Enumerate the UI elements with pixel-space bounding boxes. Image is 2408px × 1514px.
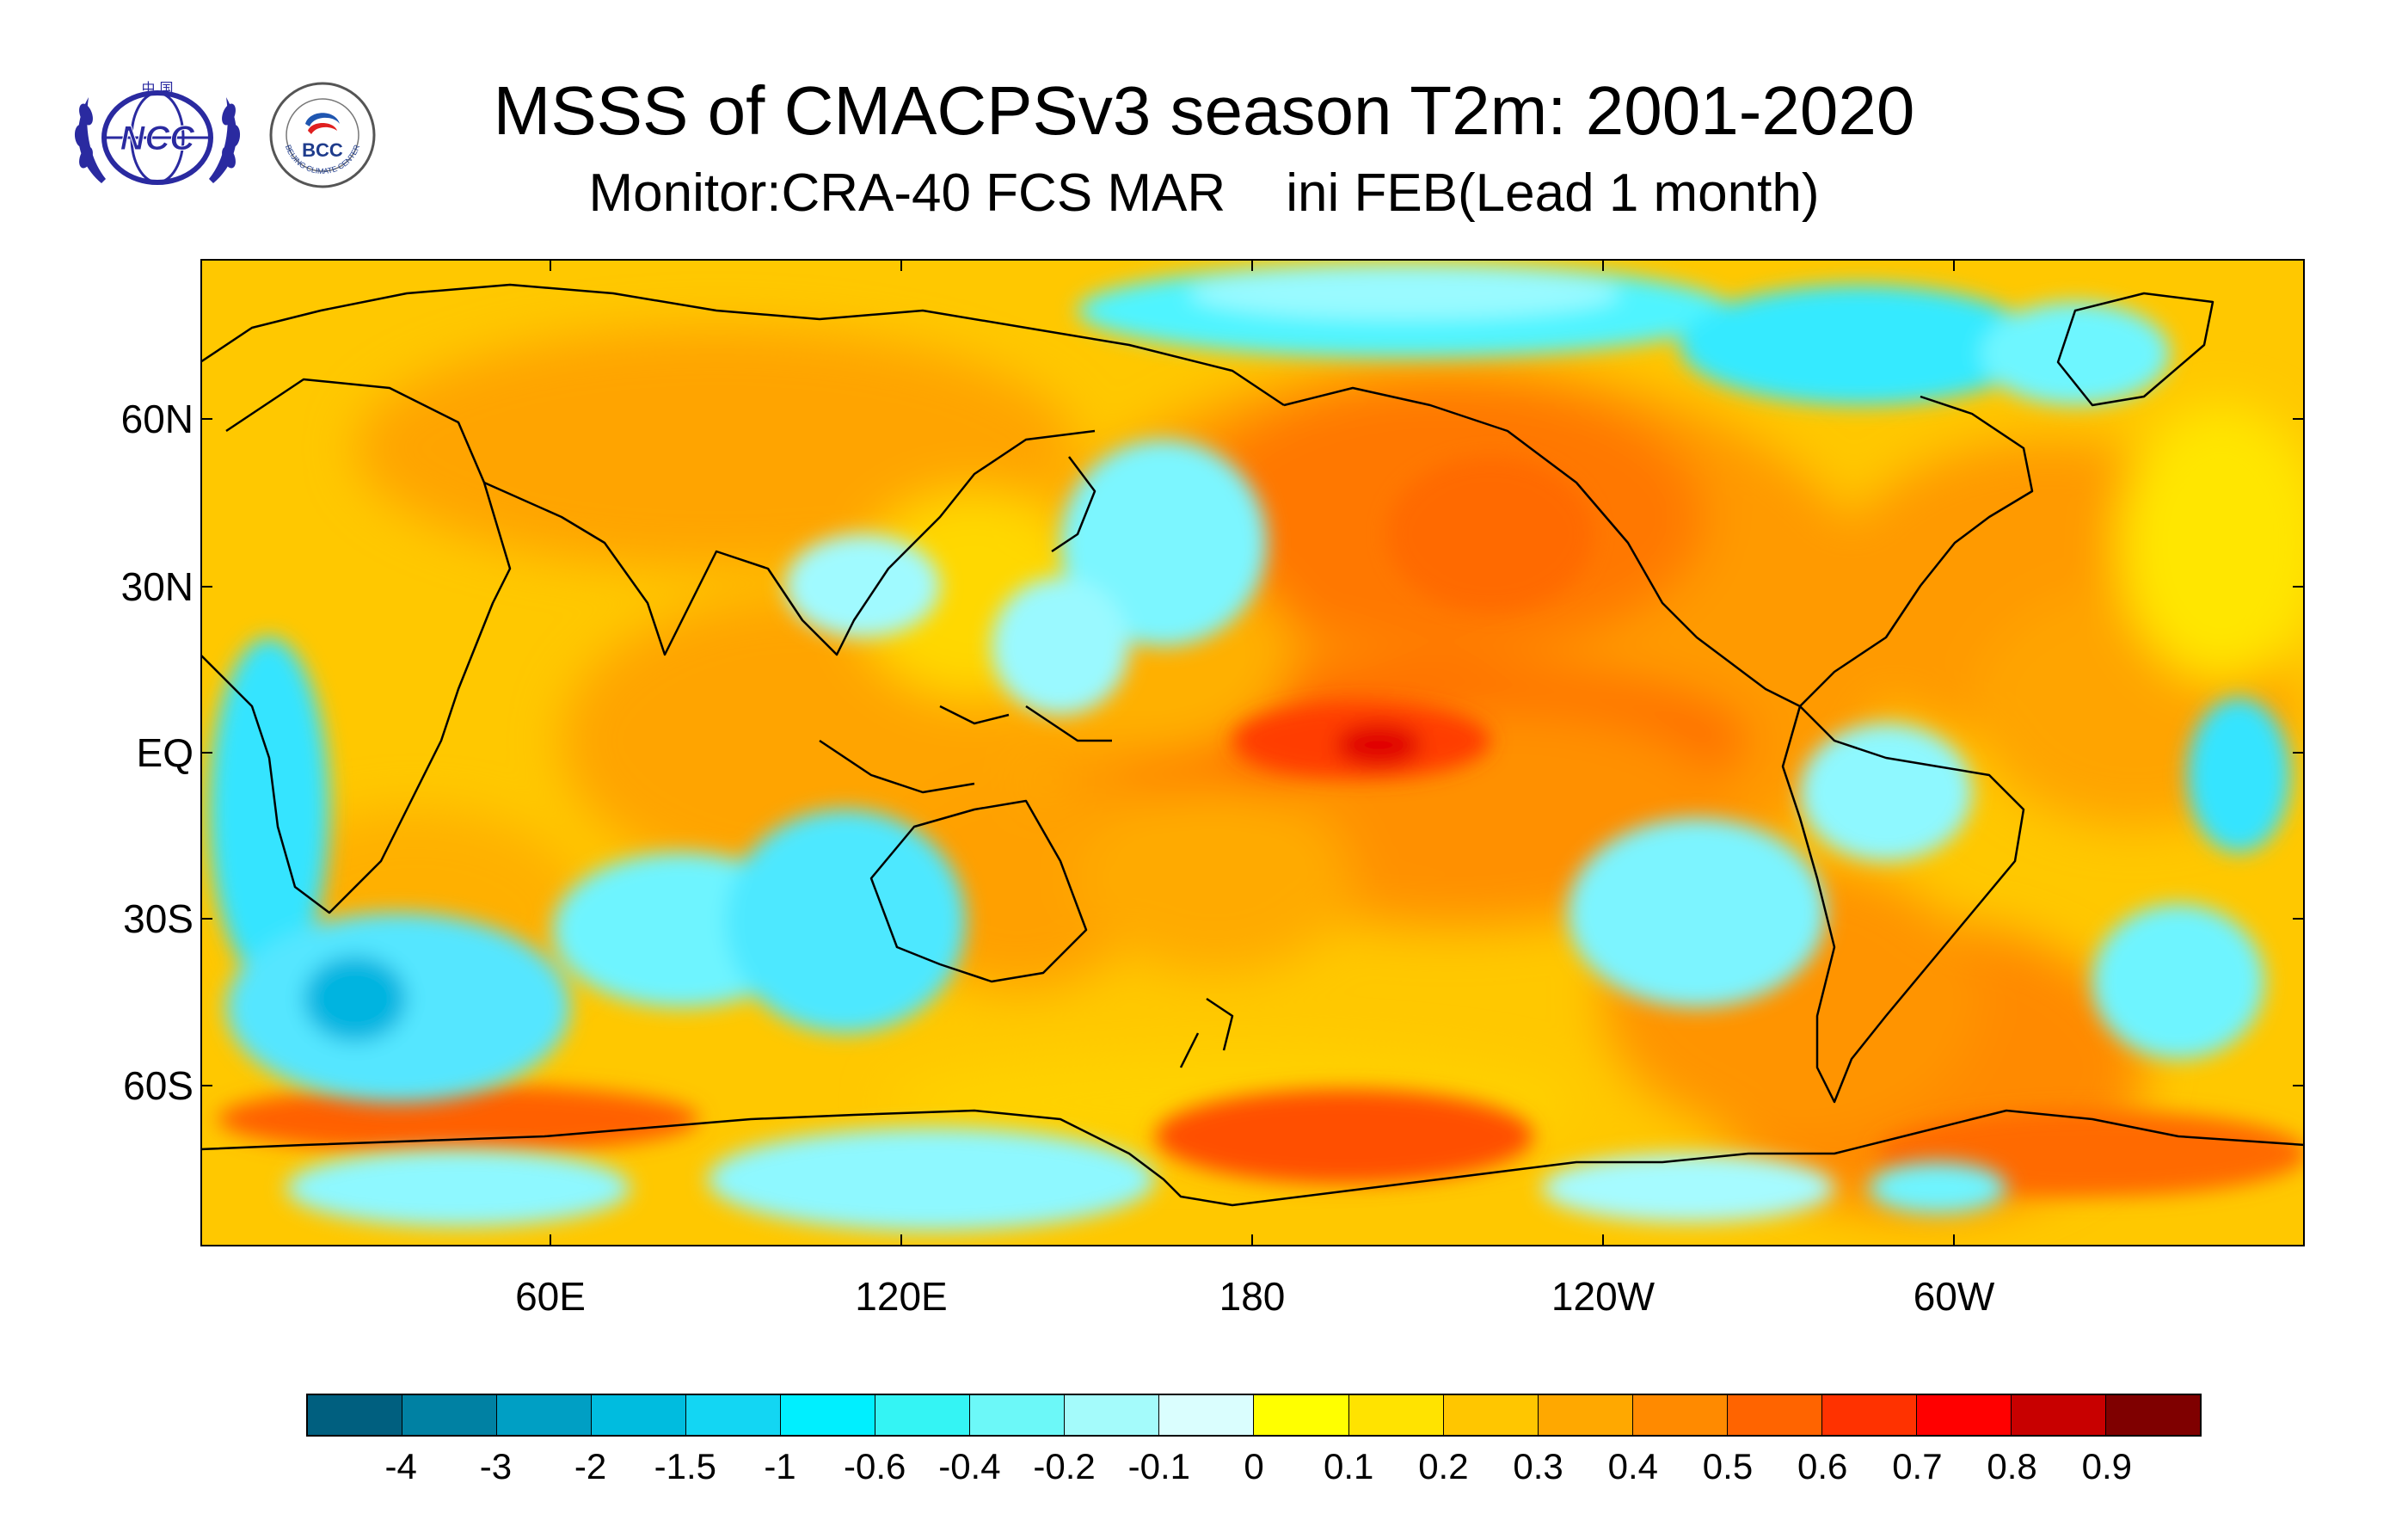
colorbar-cell [1065,1395,1160,1435]
colorbar-cell [875,1395,971,1435]
colorbar-cell [1443,1395,1539,1435]
bcc-swirl-icon [305,113,340,126]
lon-label-60w: 60W [1913,1274,1995,1319]
bcc-logo: BCC BEIJING CLIMATE CENTER [269,82,376,188]
colorbar-tick-label: 0 [1244,1446,1264,1486]
colorbar-tick-label: 0.2 [1418,1446,1469,1486]
colorbar-tick-label: -0.1 [1127,1446,1190,1486]
colorbar-tick-label: -0.4 [938,1446,1001,1486]
colorbar [306,1394,2202,1437]
colorbar-cell [2105,1395,2200,1435]
colorbar-cell [402,1395,498,1435]
colorbar-cell [497,1395,593,1435]
coastlines [200,283,2305,1207]
subtitle-init: ini FEB(Lead 1 month) [1286,163,1820,223]
lat-label-30s: 30S [123,896,194,941]
colorbar-tick-label: 0.7 [1892,1446,1943,1486]
colorbar-cell [1348,1395,1444,1435]
lat-label-eq: EQ [136,730,194,775]
colorbar-tick-label: 0.6 [1797,1446,1848,1486]
colorbar-tick-label: 0.8 [1987,1446,2037,1486]
lon-label-60e: 60E [515,1274,586,1319]
colorbar-tick-label: -3 [479,1446,513,1486]
lon-label-120e: 120E [855,1274,948,1319]
lat-label-60n: 60N [120,397,194,441]
ncc-logo: 中 国 NCC [74,80,241,185]
global-t2m-skill-map [200,259,2305,1246]
lat-label-60s: 60S [123,1063,194,1108]
map-title: MSSS of CMACPSv3 season T2m: 2001-2020 [493,72,1915,149]
colorbar-cell [2011,1395,2106,1435]
colorbar-tick-label: -0.6 [844,1446,906,1486]
colorbar-cell [1538,1395,1633,1435]
map-subtitle: Monitor:CRA-40 FCS MAR ini FEB(Lead 1 mon… [0,163,2408,224]
colorbar-tick-label: 0.3 [1513,1446,1563,1486]
colorbar-tick-label: -0.2 [1033,1446,1096,1486]
colorbar-cell [1916,1395,2012,1435]
colorbar-tick-label: 0.9 [2081,1446,2132,1486]
colorbar-tick-label: -4 [384,1446,417,1486]
colorbar-labels: -4 -3 -2 -1.5 -1 -0.6 -0.4 -0.2 -0.1 0 0.1 0.2 0.3 0.… [306,1445,2202,1488]
colorbar-tick-label: 0.4 [1607,1446,1658,1486]
colorbar-tick-label: -1 [764,1446,796,1486]
colorbar-cell [970,1395,1066,1435]
colorbar-tick-label: -1.5 [654,1446,716,1486]
map-frame [200,259,2305,1246]
colorbar-tick-label: -2 [574,1446,607,1486]
ncc-laurel-right [209,97,241,183]
ncc-logo-topmark: 中 国 [141,80,173,96]
colorbar-cell [1632,1395,1728,1435]
lon-label-180: 180 [1219,1274,1286,1319]
skill-field [200,259,2305,1246]
colorbar-cell [1159,1395,1255,1435]
subtitle-monitor: Monitor:CRA-40 FCS MAR [588,163,1226,223]
ncc-laurel-left [74,97,106,183]
colorbar-cell [308,1395,403,1435]
colorbar-cell [686,1395,782,1435]
colorbar-cell [592,1395,687,1435]
lon-label-120w: 120W [1551,1274,1656,1319]
lat-label-30n: 30N [120,564,194,609]
colorbar-cell [1727,1395,1822,1435]
colorbar-cell [1254,1395,1349,1435]
colorbar-tick-label: 0.5 [1702,1446,1754,1486]
axis-ticks [200,259,2305,1246]
ncc-logo-text: NCC [120,120,196,157]
colorbar-tick-label: 0.1 [1323,1446,1374,1486]
colorbar-cell [781,1395,876,1435]
colorbar-cell [1821,1395,1917,1435]
bcc-logo-text: BCC [302,139,343,161]
